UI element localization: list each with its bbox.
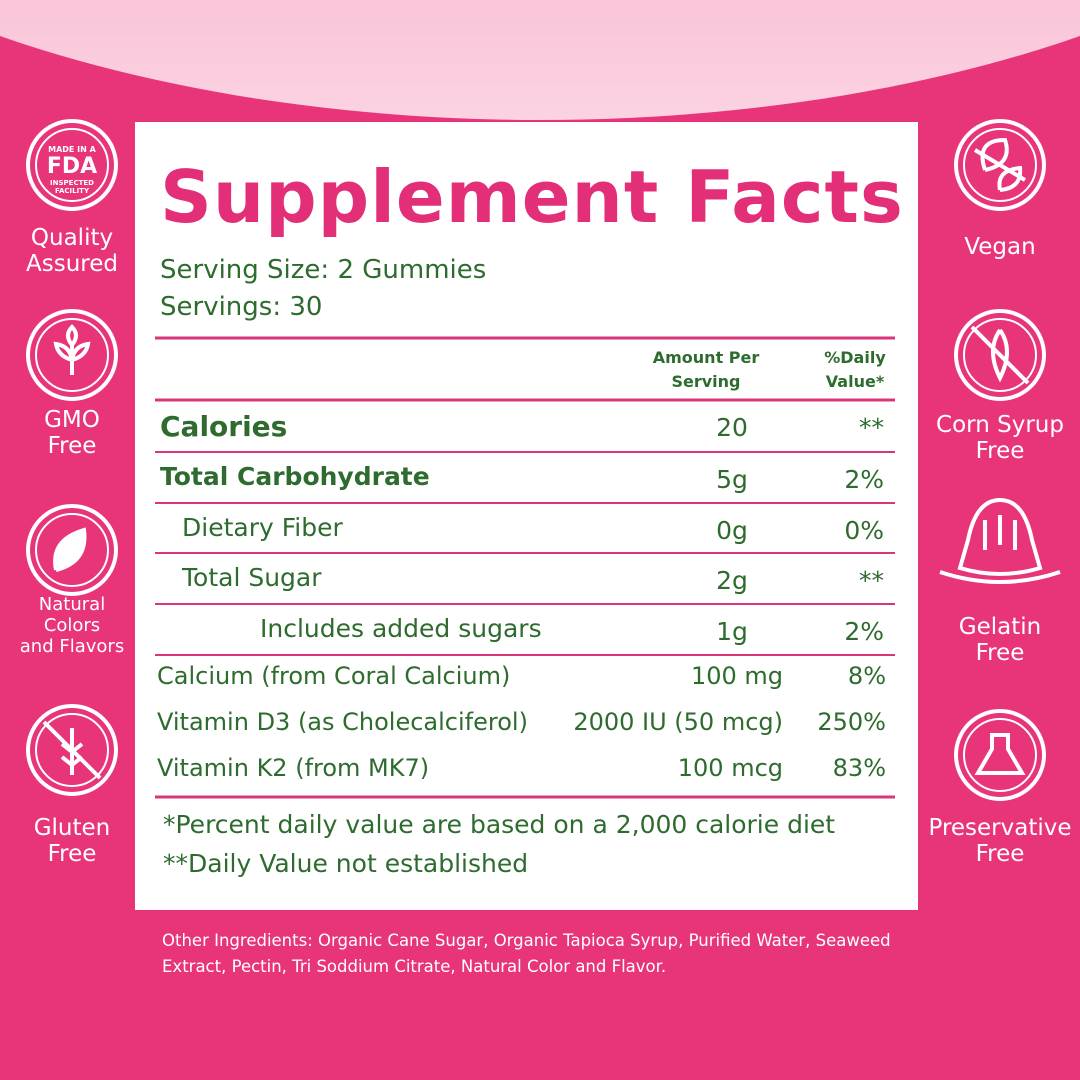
- rule-lines: [155, 336, 895, 799]
- row-amount: 2g: [716, 566, 748, 595]
- nutrient-amount: 100 mcg: [677, 754, 783, 782]
- badge-icons: [26, 119, 1061, 801]
- nutrient-label: Calcium (from Coral Calcium): [157, 662, 511, 690]
- footnote: **Daily Value not established: [163, 849, 529, 878]
- badge-text: Quality: [30, 225, 114, 251]
- badge-label: Gelatin Free: [925, 614, 1075, 666]
- nutrient-amount: 100 mg: [690, 662, 783, 690]
- badge-text: Colors: [43, 615, 101, 636]
- row-amount: 1g: [716, 617, 748, 646]
- row-label: Includes added sugars: [260, 614, 542, 643]
- badge-text: Free: [47, 841, 97, 867]
- facts-title: Supplement Facts: [160, 155, 904, 239]
- nutrient-daily: 250%: [817, 708, 886, 736]
- fda-icon-text: MADE IN A FDA INSPECTED FACILITY: [22, 144, 122, 195]
- header-amount: Amount Per Serving: [636, 346, 776, 394]
- badge-text: Corn Syrup: [936, 412, 1064, 438]
- badge-text: Gluten: [33, 815, 111, 841]
- header-daily: %Daily Value*: [800, 346, 910, 394]
- badge-label: GMO Free: [0, 407, 147, 459]
- badge-label: Preservative Free: [925, 815, 1075, 867]
- badge-text: GMO: [44, 407, 100, 433]
- icon-text: FDA: [46, 154, 98, 179]
- badge-text: Natural: [38, 594, 106, 615]
- row-label: Dietary Fiber: [182, 513, 343, 542]
- row-label: Calories: [160, 410, 288, 443]
- badge-label: Vegan: [925, 234, 1075, 260]
- row-daily: 2%: [844, 617, 884, 646]
- servings: Servings: 30: [160, 292, 322, 322]
- badge-text: Free: [975, 841, 1025, 867]
- row-amount: 5g: [716, 465, 748, 494]
- badge-label: Natural Colors and Flavors: [0, 594, 147, 657]
- servings-label: Servings:: [160, 292, 282, 322]
- badge-text: Gelatin: [958, 614, 1042, 640]
- badge-text: Preservative: [928, 815, 1072, 841]
- nutrient-daily: 83%: [832, 754, 886, 782]
- header-text: %Daily: [824, 348, 886, 367]
- row-daily: **: [859, 413, 884, 442]
- header-text: Serving: [671, 372, 741, 391]
- badge-label: Quality Assured: [0, 225, 147, 277]
- nutrient-label: Vitamin D3 (as Cholecalciferol): [157, 708, 528, 736]
- row-daily: 2%: [844, 465, 884, 494]
- row-label: Total Carbohydrate: [160, 462, 430, 491]
- header-text: Amount Per: [652, 348, 760, 367]
- nutrient-amount: 2000 IU (50 mcg): [573, 708, 783, 736]
- badge-label: Corn Syrup Free: [925, 412, 1075, 464]
- footnote: *Percent daily value are based on a 2,00…: [163, 810, 836, 839]
- servings-value: 30: [289, 292, 323, 322]
- badge-text: and Flavors: [19, 636, 125, 657]
- row-label: Total Sugar: [182, 563, 322, 592]
- facts-panel: [135, 122, 918, 910]
- badge-text: Free: [975, 640, 1025, 666]
- row-amount: 0g: [716, 516, 748, 545]
- icon-text: MADE IN A: [48, 145, 96, 154]
- nutrient-daily: 8%: [847, 662, 886, 690]
- header-text: Value*: [825, 372, 885, 391]
- badge-text: Free: [975, 438, 1025, 464]
- serving-size-value: 2 Gummies: [337, 255, 487, 285]
- badge-text: Assured: [26, 251, 118, 277]
- row-daily: **: [859, 566, 884, 595]
- row-amount: 20: [716, 413, 748, 442]
- serving-size: Serving Size: 2 Gummies: [160, 255, 486, 285]
- badge-label: Gluten Free: [0, 815, 147, 867]
- nutrient-label: Vitamin K2 (from MK7): [157, 754, 430, 782]
- serving-size-label: Serving Size:: [160, 255, 330, 285]
- badge-text: Vegan: [964, 234, 1036, 260]
- badge-text: Free: [47, 433, 97, 459]
- row-daily: 0%: [844, 516, 884, 545]
- other-ingredients: Other Ingredients: Organic Cane Sugar, O…: [162, 931, 891, 976]
- icon-text: INSPECTED: [50, 179, 94, 187]
- icon-text: FACILITY: [54, 187, 90, 195]
- top-arc: [0, 0, 1080, 120]
